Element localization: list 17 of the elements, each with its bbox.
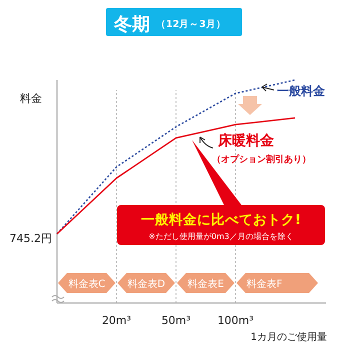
annotation: 料金表E bbox=[188, 279, 224, 290]
annotation: 一般料金に比べておトク! bbox=[140, 212, 302, 228]
annotation: 745.2円 bbox=[10, 232, 52, 245]
subtitle: （12月～3月） bbox=[156, 19, 226, 30]
annotation: ※ただし使用量が0m3／月の場合を除く bbox=[148, 232, 294, 241]
series-name: 一般料金 bbox=[277, 84, 325, 98]
x-tick-label: 50m³ bbox=[161, 314, 191, 327]
series-name: 床暖料金 bbox=[218, 133, 274, 149]
chart-title: 冬期 bbox=[113, 14, 150, 35]
xlabel: 1カ月のご使用量 bbox=[250, 332, 327, 343]
annotation: 料金表F bbox=[246, 279, 282, 290]
annotation: （オプション割引あり） bbox=[212, 155, 311, 165]
annotation: 料金表D bbox=[127, 279, 166, 290]
annotation: 料金表C bbox=[68, 279, 106, 290]
x-tick-label: 20m³ bbox=[102, 314, 132, 327]
ylabel: 料金 bbox=[20, 92, 42, 105]
x-tick-label: 100m³ bbox=[217, 314, 254, 327]
